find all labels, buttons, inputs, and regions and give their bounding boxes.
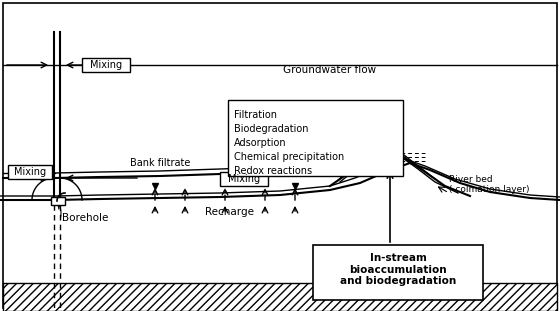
Bar: [228, 100, 403, 176]
Text: Mixing: Mixing: [228, 174, 260, 184]
Text: Recharge: Recharge: [206, 207, 254, 217]
Text: In-stream
bioaccumulation
and biodegradation: In-stream bioaccumulation and biodegrada…: [340, 253, 456, 286]
Text: River bed
( colmation layer): River bed ( colmation layer): [449, 175, 530, 194]
Text: Groundwater flow: Groundwater flow: [283, 65, 376, 75]
Bar: [82, 58, 130, 72]
Polygon shape: [338, 144, 437, 180]
Bar: [313, 245, 483, 300]
Text: Borehole: Borehole: [62, 213, 109, 223]
Bar: [220, 172, 268, 186]
Text: Filtration
Biodegradation
Adsorption
Chemical precipitation
Redox reactions: Filtration Biodegradation Adsorption Che…: [234, 110, 344, 176]
Text: Bank filtrate: Bank filtrate: [130, 158, 190, 168]
Text: Mixing: Mixing: [14, 167, 46, 177]
Bar: [8, 165, 52, 179]
Bar: [51, 197, 65, 205]
Text: Mixing: Mixing: [90, 60, 122, 70]
Bar: [3, 283, 557, 311]
Text: River: River: [347, 148, 373, 158]
